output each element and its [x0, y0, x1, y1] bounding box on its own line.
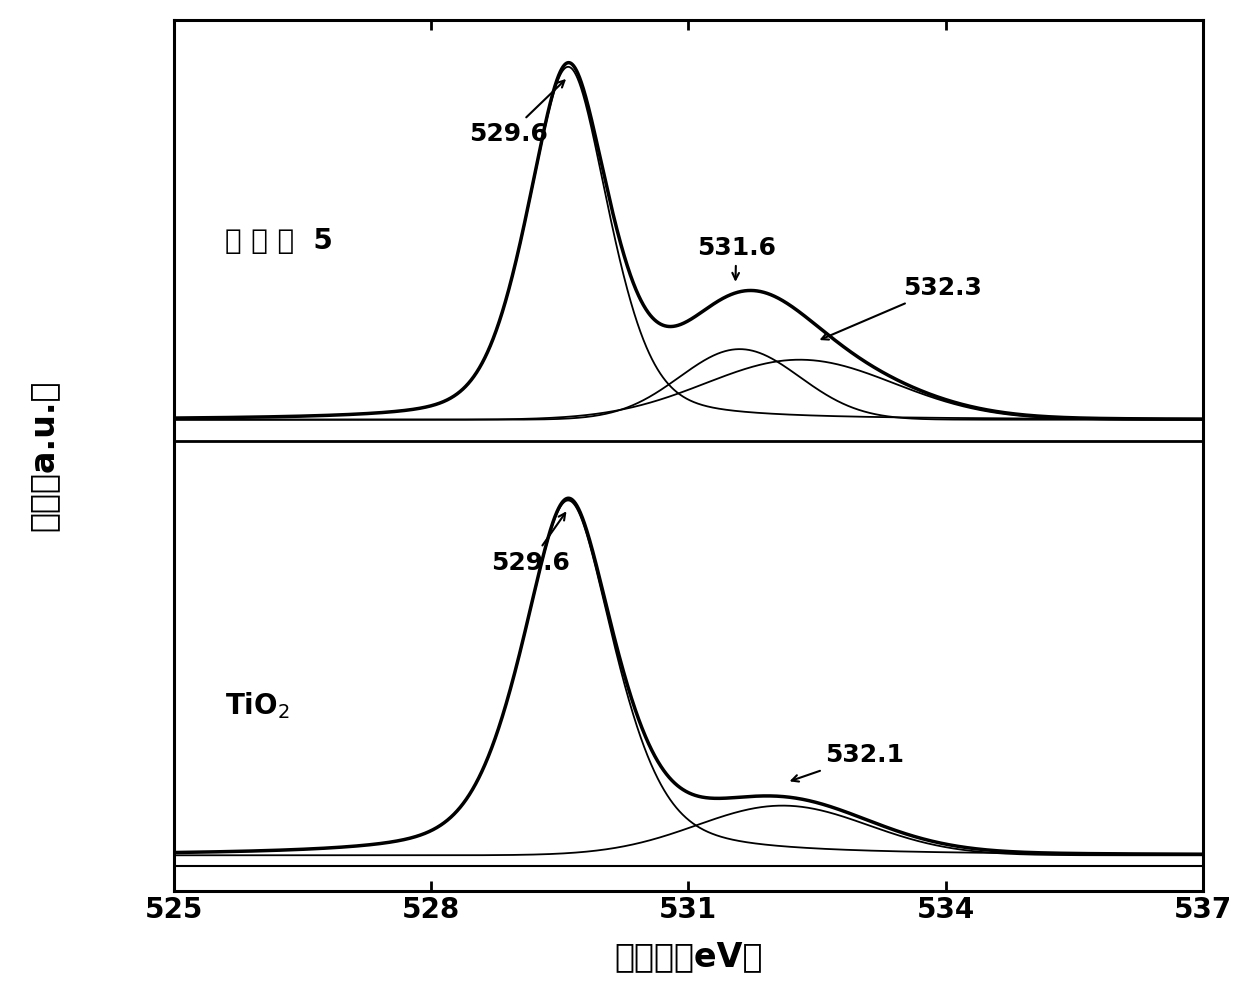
- X-axis label: 结合能（eV）: 结合能（eV）: [614, 940, 763, 973]
- Text: 531.6: 531.6: [697, 237, 776, 279]
- Text: TiO$_2$: TiO$_2$: [224, 690, 290, 721]
- Text: 529.6: 529.6: [491, 513, 570, 574]
- Text: 532.3: 532.3: [822, 275, 982, 340]
- Text: 529.6: 529.6: [470, 80, 564, 147]
- Text: 532.1: 532.1: [791, 743, 904, 781]
- Text: 实 施 例  5: 实 施 例 5: [224, 227, 332, 255]
- Text: 强度（a.u.）: 强度（a.u.）: [27, 379, 60, 532]
